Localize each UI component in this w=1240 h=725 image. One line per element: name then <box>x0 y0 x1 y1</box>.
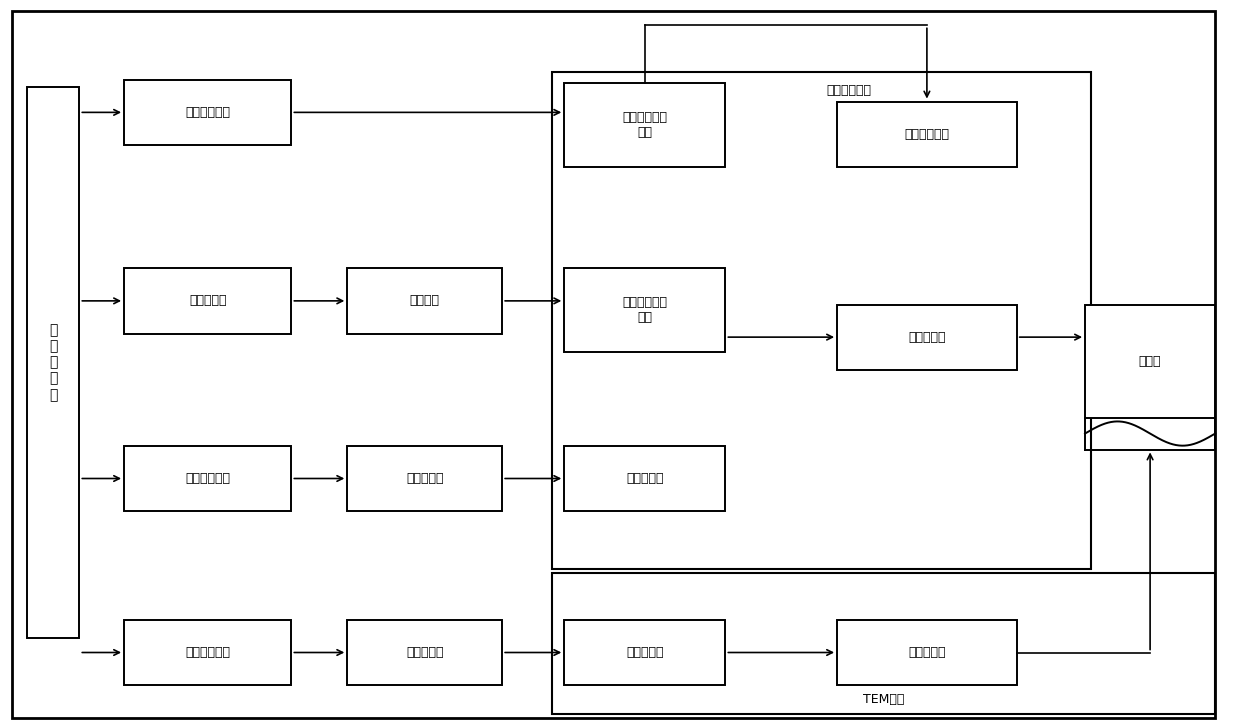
Bar <box>564 620 725 685</box>
Bar <box>564 446 725 511</box>
Text: 高射频功放: 高射频功放 <box>405 646 444 659</box>
Text: 音频信号源: 音频信号源 <box>188 294 227 307</box>
Bar <box>124 80 291 145</box>
Bar <box>564 268 725 352</box>
Text: TEM小室: TEM小室 <box>863 693 904 706</box>
Bar <box>564 83 725 167</box>
Bar <box>124 268 291 334</box>
Text: 可调直流电源: 可调直流电源 <box>185 106 231 119</box>
Text: 音频功放: 音频功放 <box>409 294 440 307</box>
Bar <box>27 87 79 638</box>
Text: 音频亥姆霍兹
线圈: 音频亥姆霍兹 线圈 <box>622 296 667 324</box>
Text: 被测隔离器: 被测隔离器 <box>908 646 946 659</box>
Text: 高射频信号源: 高射频信号源 <box>185 646 231 659</box>
Bar <box>347 620 502 685</box>
Text: 低频辐射环: 低频辐射环 <box>626 472 663 485</box>
Text: 直流亥姆霍兹
线圈: 直流亥姆霍兹 线圈 <box>622 111 667 139</box>
Text: 磁场检测装置: 磁场检测装置 <box>904 128 950 141</box>
Text: 被测隔离器: 被测隔离器 <box>908 331 946 344</box>
Text: 低射频信号源: 低射频信号源 <box>185 472 231 485</box>
Bar <box>837 102 1017 167</box>
Bar <box>347 268 502 334</box>
Text: 低射频功放: 低射频功放 <box>405 472 444 485</box>
Text: 控
制
计
算
机: 控 制 计 算 机 <box>50 323 57 402</box>
Bar <box>837 304 1017 370</box>
Text: 示波器: 示波器 <box>1138 355 1162 368</box>
Bar <box>347 446 502 511</box>
Text: 高频辐射环: 高频辐射环 <box>626 646 663 659</box>
Bar <box>837 620 1017 685</box>
Bar <box>552 72 1091 569</box>
Bar <box>124 620 291 685</box>
Text: 干扰测试空间: 干扰测试空间 <box>826 84 870 97</box>
Bar <box>1085 304 1215 418</box>
Bar <box>552 573 1215 714</box>
Bar <box>124 446 291 511</box>
